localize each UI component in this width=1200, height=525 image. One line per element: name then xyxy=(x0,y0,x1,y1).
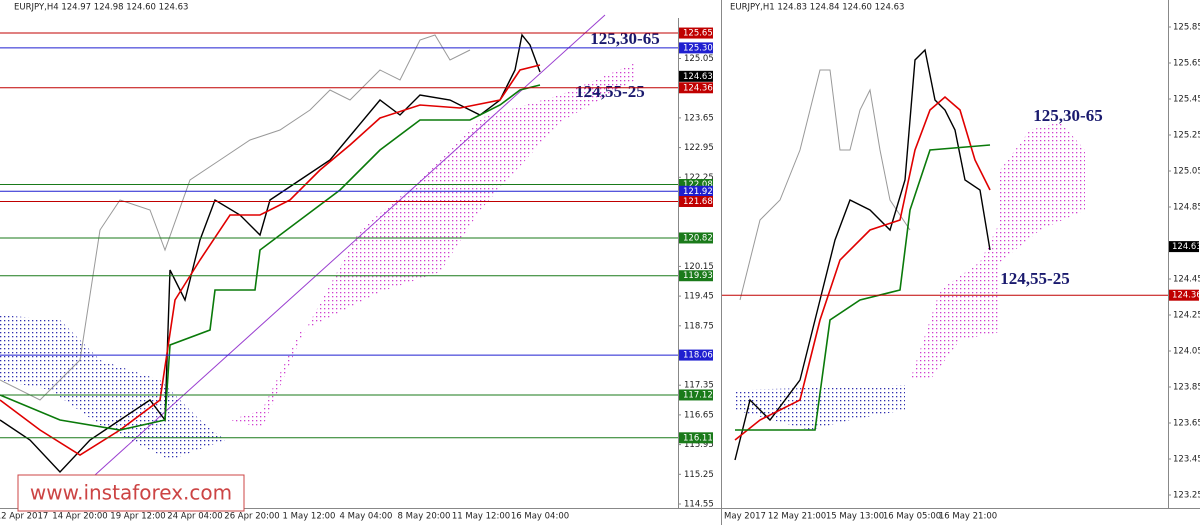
date-label: 12 Apr 2017 xyxy=(0,512,48,522)
level-label: 118.06 xyxy=(683,351,713,361)
level-box xyxy=(679,82,713,94)
cloud xyxy=(0,315,225,460)
level-box xyxy=(679,70,713,82)
watermark: www.instaforex.com xyxy=(30,481,232,505)
date-label: 4 May 04:00 xyxy=(340,512,393,522)
price-tick-label: 123.45 xyxy=(1173,455,1200,465)
date-label: 16 May 05:00 xyxy=(883,512,941,522)
price-tick-label: 123.85 xyxy=(1173,383,1200,393)
right-chart xyxy=(734,48,1085,461)
annotation: 124,55-25 xyxy=(575,82,644,101)
panel-divider xyxy=(721,0,722,525)
date-label: 26 Apr 20:00 xyxy=(224,512,279,522)
price-tick-label: 120.15 xyxy=(684,262,714,272)
chikou-line xyxy=(0,34,471,401)
price-tick-label: 124.85 xyxy=(1173,203,1200,213)
price-tick-label: 124.45 xyxy=(1173,275,1200,285)
date-label: 1 May 12:00 xyxy=(283,512,336,522)
price-tick-label: 124.05 xyxy=(1173,347,1200,357)
level-label: 120.82 xyxy=(683,233,713,243)
date-label: 11 May 12:00 xyxy=(452,512,510,522)
price-tick-label: 114.55 xyxy=(684,500,714,510)
price-tick-label: 125.05 xyxy=(1173,167,1200,177)
level-label: 119.93 xyxy=(683,271,713,281)
level-label: 124.36 xyxy=(1172,291,1200,301)
left-chart xyxy=(0,14,635,476)
price-tick-label: 116.65 xyxy=(684,410,714,420)
price-tick-label: 117.35 xyxy=(684,381,714,391)
level-label: 121.92 xyxy=(683,187,713,197)
price-tick-label: 123.25 xyxy=(1173,491,1200,501)
price-tick-label: 115.95 xyxy=(684,440,714,450)
cloud xyxy=(230,63,635,428)
date-label: 12 May 21:00 xyxy=(768,512,826,522)
level-box xyxy=(679,232,713,244)
date-label: 16 May 04:00 xyxy=(511,512,569,522)
price-tick-label: 125.65 xyxy=(1173,59,1200,69)
price-tick-label: 124.25 xyxy=(1173,311,1200,321)
level-label: 124.36 xyxy=(683,83,713,93)
price-tick-label: 123.65 xyxy=(1173,419,1200,429)
price-tick-label: 125.45 xyxy=(1173,95,1200,105)
tenkan xyxy=(0,64,541,456)
annotation: 124,55-25 xyxy=(1000,269,1069,288)
level-label: 125.65 xyxy=(683,29,713,39)
chikou-line xyxy=(739,69,911,301)
cloud xyxy=(910,122,1085,380)
level-box xyxy=(679,179,713,191)
level-box xyxy=(679,42,713,54)
level-box xyxy=(679,349,713,361)
level-box xyxy=(679,270,713,282)
trend-line xyxy=(94,14,606,476)
axis-line xyxy=(0,508,1200,509)
chart-header: EURJPY,H4 124.97 124.98 124.60 124.63 xyxy=(14,3,188,13)
price-tick-label: 125.85 xyxy=(1173,23,1200,33)
level-label: 122.08 xyxy=(683,180,713,190)
date-label: 24 Apr 04:00 xyxy=(167,512,222,522)
date-label: 8 May 20:00 xyxy=(398,512,451,522)
date-label: 19 Apr 12:00 xyxy=(110,512,165,522)
level-label: 117.12 xyxy=(683,390,713,400)
level-label: 124.63 xyxy=(1172,242,1200,252)
level-box xyxy=(679,389,713,401)
price-tick-label: 122.25 xyxy=(684,173,714,183)
axis-line xyxy=(1168,0,1169,508)
level-label: 125.30 xyxy=(683,43,713,53)
level-box xyxy=(679,432,713,444)
level-box xyxy=(679,195,713,207)
axis-line xyxy=(678,18,679,508)
level-label: 124.63 xyxy=(683,72,713,82)
level-box xyxy=(1169,289,1199,301)
level-box xyxy=(679,27,713,39)
annotation: 125,30-65 xyxy=(1033,106,1102,125)
price-tick-label: 115.25 xyxy=(684,470,714,480)
level-box xyxy=(1169,241,1199,253)
level-label: 121.68 xyxy=(683,197,713,207)
level-box xyxy=(679,185,713,197)
price xyxy=(0,33,541,474)
price-tick-label: 125.05 xyxy=(684,54,714,64)
price xyxy=(734,48,991,461)
date-label: 15 May 13:00 xyxy=(826,512,884,522)
price-tick-label: 118.75 xyxy=(684,321,714,331)
price-tick-label: 123.65 xyxy=(684,113,714,123)
date-label: 14 Apr 20:00 xyxy=(52,512,107,522)
level-label: 116.11 xyxy=(683,433,713,443)
kijun xyxy=(0,84,541,431)
price-tick-label: 122.95 xyxy=(684,143,714,153)
cloud xyxy=(735,385,905,430)
annotation: 125,30-65 xyxy=(590,29,659,48)
tenkan xyxy=(734,95,991,441)
price-tick-label: 125.25 xyxy=(1173,131,1200,141)
date-label: 16 May 21:00 xyxy=(939,512,997,522)
date-label: May 2017 xyxy=(724,512,766,522)
price-tick-label: 119.45 xyxy=(684,292,714,302)
watermark-box xyxy=(17,474,245,512)
chart-header: EURJPY,H1 124.83 124.84 124.60 124.63 xyxy=(730,3,904,13)
